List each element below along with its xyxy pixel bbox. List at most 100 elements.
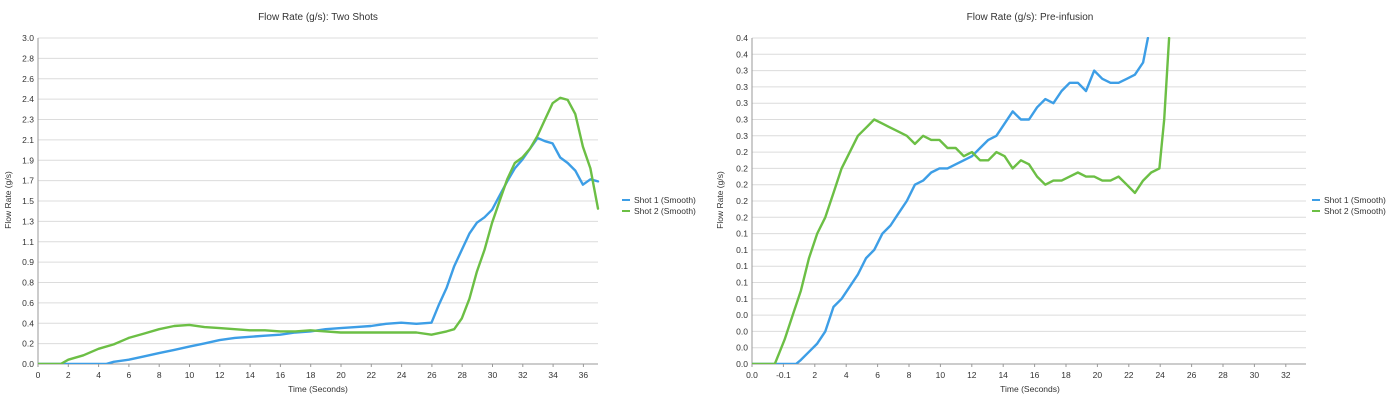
x-tick-label: 20 [1093,370,1103,380]
y-tick-label: 0.3 [736,82,748,92]
y-tick-label: 3.0 [22,33,34,43]
y-tick-label: 0.8 [22,278,34,288]
legend-item-shot-2: Shot 2 (Smooth) [1312,205,1386,216]
x-tick-label: 34 [548,370,558,380]
y-tick-label: 2.8 [22,53,34,63]
x-tick-label: 2 [812,370,817,380]
x-tick-label: 26 [1187,370,1197,380]
chart-title: Flow Rate (g/s): Pre-infusion [966,12,1094,23]
y-tick-label: 0.2 [736,163,748,173]
y-tick-label: 2.3 [22,115,34,125]
chart-panel-pre-infusion: Flow Rate (g/s): Pre-infusion Flow Rate … [700,0,1400,403]
x-tick-label: 14 [998,370,1008,380]
y-tick-label: 2.4 [22,94,34,104]
legend-swatch-shot-1 [622,198,630,201]
x-tick-label: 20 [336,370,346,380]
series-line-shot-2 [752,37,1171,364]
y-tick-label: 0.2 [736,180,748,190]
y-tick-label: 0.3 [736,66,748,76]
y-tick-label: 0.6 [22,298,34,308]
x-tick-label: 14 [245,370,255,380]
x-tick-label: 22 [1124,370,1134,380]
legend-label-shot-2: Shot 2 (Smooth) [634,205,696,216]
legend: Shot 1 (Smooth) Shot 2 (Smooth) [622,194,696,216]
x-tick-label: 32 [518,370,528,380]
x-tick-label: 36 [579,370,589,380]
y-tick-label: 1.7 [22,176,34,186]
x-tick-label: 32 [1281,370,1291,380]
y-tick-label: 0.4 [22,318,34,328]
y-tick-label: 0.1 [736,294,748,304]
x-tick-label: 10 [185,370,195,380]
y-tick-label: 2.1 [22,135,34,145]
x-tick-label: 4 [844,370,849,380]
x-tick-label: 16 [1030,370,1040,380]
legend-label-shot-1: Shot 1 (Smooth) [634,194,696,205]
legend-item-shot-1: Shot 1 (Smooth) [1312,194,1386,205]
y-tick-label: 0.0 [736,359,748,369]
y-tick-label: 0.4 [736,49,748,59]
series-line-shot-1 [752,37,1150,364]
x-tick-label: -0.1 [776,370,791,380]
x-tick-label: 2 [66,370,71,380]
legend: Shot 1 (Smooth) Shot 2 (Smooth) [1312,194,1386,216]
x-tick-label: 22 [367,370,377,380]
y-tick-label: 0.2 [736,212,748,222]
y-tick-label: 0.1 [736,245,748,255]
y-tick-label: 0.2 [736,196,748,206]
x-tick-label: 26 [427,370,437,380]
y-tick-label: 1.3 [22,216,34,226]
x-tick-label: 18 [1061,370,1071,380]
y-tick-label: 0.0 [736,343,748,353]
y-tick-label: 0.1 [736,229,748,239]
y-tick-label: 0.2 [22,339,34,349]
x-axis-label: Time (Seconds) [288,384,348,394]
y-tick-label: 0.3 [736,115,748,125]
y-tick-label: 0.3 [736,131,748,141]
legend-label-shot-1: Shot 1 (Smooth) [1324,194,1386,205]
y-tick-label: 0.3 [736,98,748,108]
x-tick-label: 24 [397,370,407,380]
y-tick-label: 0.2 [736,147,748,157]
y-tick-label: 0.0 [736,326,748,336]
x-axis-label: Time (Seconds) [1000,384,1060,394]
x-tick-label: 0.0 [746,370,758,380]
x-tick-label: 16 [276,370,286,380]
x-tick-label: 0 [36,370,41,380]
x-tick-label: 12 [967,370,977,380]
y-tick-label: 0.9 [22,257,34,267]
y-tick-label: 0.1 [736,278,748,288]
x-tick-label: 28 [457,370,467,380]
legend-item-shot-1: Shot 1 (Smooth) [622,194,696,205]
x-tick-label: 8 [157,370,162,380]
y-tick-label: 1.9 [22,155,34,165]
legend-item-shot-2: Shot 2 (Smooth) [622,205,696,216]
y-tick-label: 1.5 [22,196,34,206]
x-tick-label: 6 [875,370,880,380]
chart-plot-pre-infusion: 0.00.00.00.00.10.10.10.10.10.20.20.20.20… [736,33,1306,380]
y-tick-label: 0.1 [736,261,748,271]
y-tick-label: 1.1 [22,237,34,247]
chart-title: Flow Rate (g/s): Two Shots [258,12,378,23]
series-line-shot-2 [38,96,600,364]
series-line-shot-1 [38,136,600,364]
legend-label-shot-2: Shot 2 (Smooth) [1324,205,1386,216]
legend-swatch-shot-1 [1312,198,1320,201]
x-tick-label: 24 [1155,370,1165,380]
x-tick-label: 30 [488,370,498,380]
chart-plot-two-shots: 0.0 0.2 0.4 0.6 0.8 0.9 1.1 1.3 1.5 1.7 1.9 2.1 2.3 2… [22,33,600,380]
x-tick-label: 18 [306,370,316,380]
x-tick-label: 10 [936,370,946,380]
x-tick-label: 6 [127,370,132,380]
x-tick-label: 30 [1250,370,1260,380]
x-tick-label: 4 [96,370,101,380]
x-tick-label: 8 [907,370,912,380]
legend-swatch-shot-2 [622,209,630,212]
y-tick-label: 0.0 [736,310,748,320]
legend-swatch-shot-2 [1312,209,1320,212]
y-tick-label: 0.4 [736,33,748,43]
y-tick-label: 0.0 [22,359,34,369]
x-tick-label: 12 [215,370,225,380]
x-tick-label: 28 [1218,370,1228,380]
y-tick-label: 2.6 [22,74,34,84]
